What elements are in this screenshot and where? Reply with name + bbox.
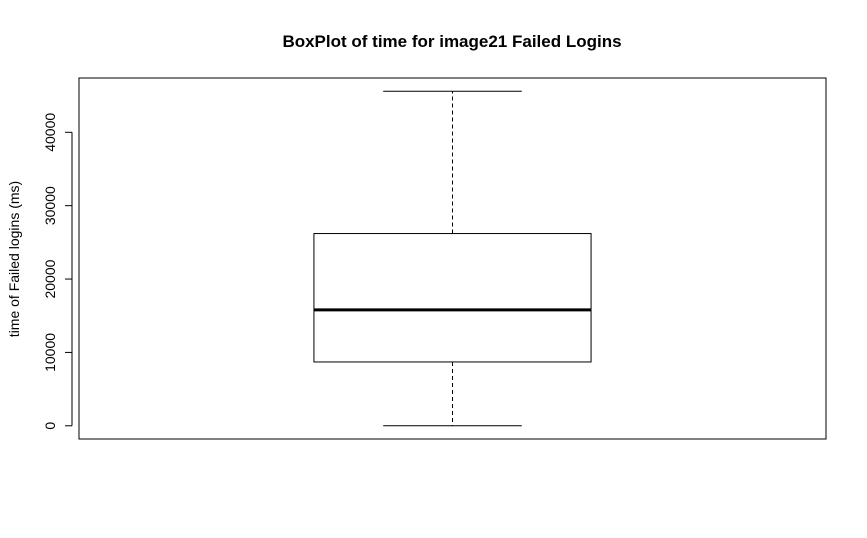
y-tick-label: 40000 — [42, 113, 58, 152]
plot-frame — [78, 77, 827, 440]
chart-title: BoxPlot of time for image21 Failed Login… — [282, 32, 621, 51]
y-tick-label: 0 — [42, 422, 58, 430]
box-group — [313, 90, 592, 427]
iqr-box — [313, 233, 592, 363]
y-axis: 0 10000 20000 30000 40000 — [42, 113, 73, 430]
y-tick-label: 30000 — [42, 186, 58, 225]
y-axis-label: time of Failed logins (ms) — [6, 181, 22, 337]
y-tick-label: 20000 — [42, 259, 58, 298]
y-tick-label: 10000 — [42, 333, 58, 372]
